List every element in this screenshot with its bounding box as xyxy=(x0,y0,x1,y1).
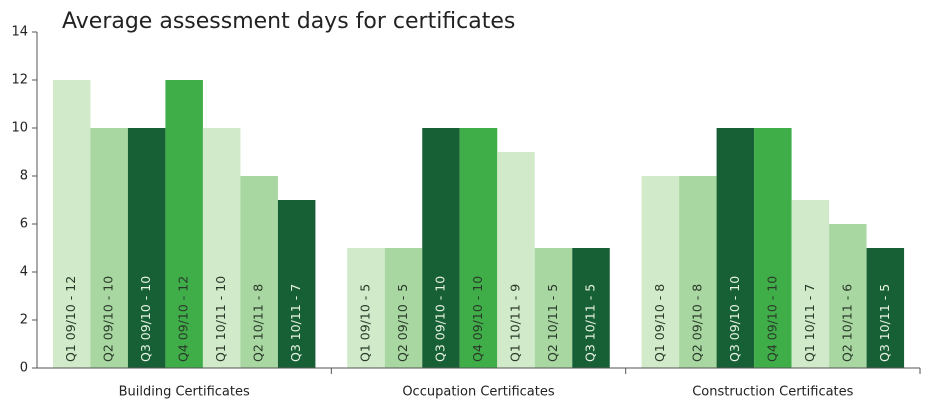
value-label: Q3 09/10 - 10 xyxy=(138,276,153,362)
bar xyxy=(90,128,128,368)
bar xyxy=(165,80,203,368)
value-label: Q3 10/11 - 5 xyxy=(583,284,598,362)
bar xyxy=(866,248,905,368)
y-tick-label: 10 xyxy=(11,121,28,136)
bar xyxy=(497,152,535,368)
bar xyxy=(791,200,830,368)
bar xyxy=(572,248,610,368)
bar xyxy=(459,128,498,368)
bar xyxy=(202,128,241,368)
value-label: Q2 10/11 - 6 xyxy=(839,284,854,362)
bar xyxy=(716,128,755,368)
y-tick-label: 4 xyxy=(20,265,28,280)
bar xyxy=(534,248,573,368)
value-label: Q1 09/10 - 8 xyxy=(652,284,667,362)
value-label: Q4 09/10 - 10 xyxy=(470,276,485,362)
bar xyxy=(641,176,680,368)
y-tick-label: 0 xyxy=(20,361,28,376)
value-label: Q3 10/11 - 7 xyxy=(288,284,303,362)
y-tick-label: 12 xyxy=(11,73,28,88)
bar xyxy=(127,128,166,368)
value-label: Q1 09/10 - 12 xyxy=(63,276,78,362)
value-label: Q1 09/10 - 5 xyxy=(358,284,373,362)
value-label: Q2 09/10 - 10 xyxy=(101,276,116,362)
value-label: Q2 10/11 - 5 xyxy=(545,284,560,362)
value-label: Q2 09/10 - 5 xyxy=(395,284,410,362)
value-label: Q3 09/10 - 10 xyxy=(433,276,448,362)
bar xyxy=(277,200,316,368)
value-label: Q2 10/11 - 8 xyxy=(251,284,266,362)
y-tick-label: 8 xyxy=(20,169,28,184)
value-label: Q2 09/10 - 8 xyxy=(689,284,704,362)
bar xyxy=(829,224,867,368)
bar xyxy=(679,176,717,368)
bar xyxy=(422,128,460,368)
value-label: Q1 10/11 - 10 xyxy=(213,276,228,362)
value-label: Q1 10/11 - 9 xyxy=(508,284,523,362)
chart-title: Average assessment days for certificates xyxy=(62,9,515,34)
value-label: Q1 10/11 - 7 xyxy=(802,284,817,362)
y-tick-label: 2 xyxy=(20,313,28,328)
y-tick-label: 6 xyxy=(20,217,28,232)
value-label: Q4 09/10 - 10 xyxy=(764,276,779,362)
bar xyxy=(347,248,385,368)
value-label: Q3 10/11 - 5 xyxy=(877,284,892,362)
x-tick-label: Building Certificates xyxy=(119,385,250,400)
bar xyxy=(52,80,91,368)
bar xyxy=(240,176,278,368)
bar xyxy=(754,128,792,368)
value-label: Q4 09/10 - 12 xyxy=(176,276,191,362)
bar xyxy=(384,248,423,368)
x-tick-label: Occupation Certificates xyxy=(402,385,555,400)
x-tick-label: Construction Certificates xyxy=(692,385,853,400)
value-label: Q3 09/10 - 10 xyxy=(727,276,742,362)
y-tick-label: 14 xyxy=(11,25,28,40)
